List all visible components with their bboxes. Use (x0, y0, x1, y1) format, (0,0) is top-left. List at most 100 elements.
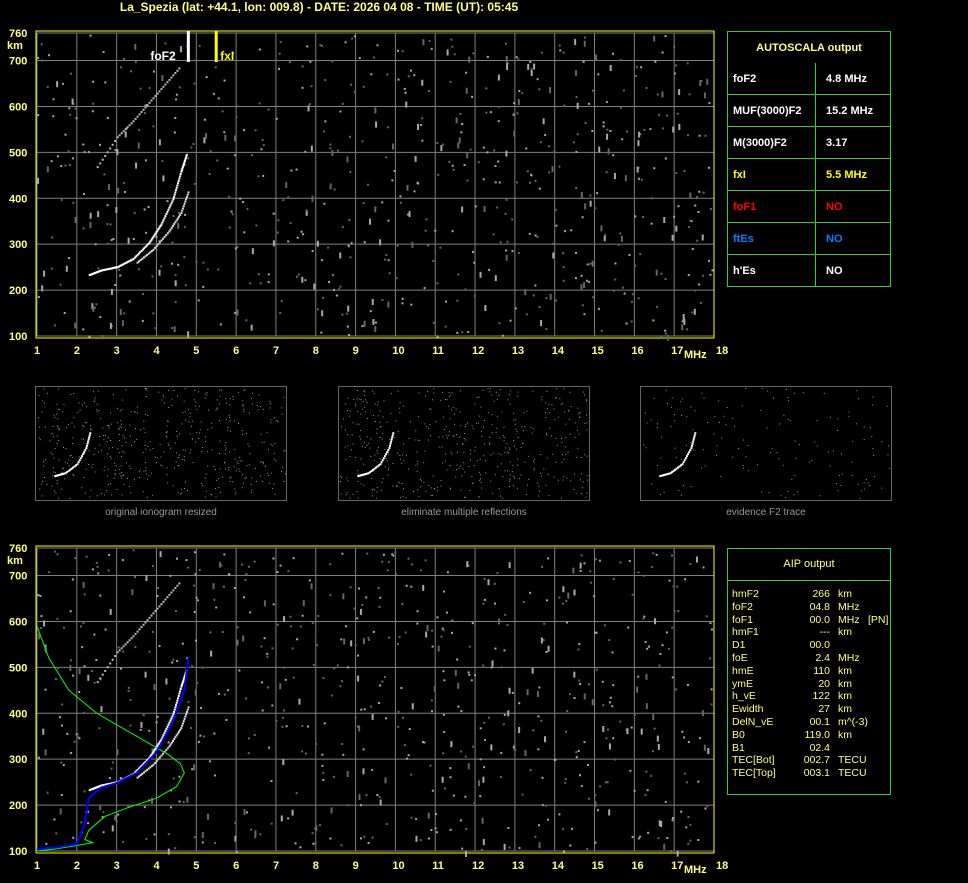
thumb-dot (458, 468, 460, 470)
noise-dot (397, 642, 400, 645)
thumb-dot (379, 458, 381, 460)
thumb-dot (103, 435, 105, 437)
noise-dot (122, 650, 125, 653)
thumb-dot (848, 411, 850, 413)
noise-dot (59, 808, 62, 815)
noise-dot (711, 628, 714, 631)
trace-point (183, 202, 186, 205)
trace-point (145, 244, 148, 247)
noise-dot (281, 725, 284, 728)
thumb-dot (98, 410, 100, 412)
noise-dot (472, 52, 475, 55)
noise-dot (67, 150, 70, 153)
thumb-dot (219, 440, 221, 442)
noise-dot (193, 182, 196, 185)
noise-dot (379, 684, 382, 687)
thumb-dot (148, 475, 150, 477)
noise-dot (216, 159, 219, 162)
thumb-dot (444, 460, 446, 462)
thumb-dot (192, 420, 194, 422)
thumb-dot (660, 494, 662, 496)
x-tick-label: 18 (716, 860, 728, 872)
thumb-dot (252, 392, 254, 394)
thumb-dot (881, 487, 883, 489)
thumb-dot (211, 494, 213, 496)
thumb-dot (432, 494, 434, 496)
noise-dot (612, 52, 615, 55)
noise-dot (292, 557, 295, 560)
trace-point (166, 747, 169, 750)
noise-dot (661, 127, 664, 130)
thumb-dot (123, 474, 125, 476)
thumb-dot (794, 475, 796, 477)
noise-dot (635, 66, 638, 69)
thumb-dot (794, 440, 796, 442)
noise-dot (275, 117, 278, 120)
thumb-dot (78, 402, 80, 404)
trace-point (690, 447, 693, 450)
thumb-dot (560, 403, 562, 405)
thumb-dot (205, 436, 207, 438)
thumb-dot (523, 430, 525, 432)
trace-point (159, 225, 162, 228)
noise-dot (302, 600, 305, 607)
thumb-dot (556, 444, 558, 446)
noise-dot (563, 850, 566, 853)
noise-dot (279, 564, 282, 567)
trace-point (144, 106, 147, 109)
trace-point (106, 268, 109, 271)
thumb-dot (531, 432, 533, 434)
noise-dot (573, 697, 576, 700)
noise-dot (348, 135, 351, 138)
noise-dot (597, 307, 600, 310)
noise-dot (91, 670, 94, 673)
noise-dot (479, 758, 482, 761)
noise-dot (152, 125, 155, 128)
noise-dot (506, 240, 509, 243)
noise-dot (595, 668, 598, 671)
trace-point (176, 584, 179, 587)
thumb-dot (555, 397, 557, 399)
noise-dot (471, 95, 474, 98)
thumb-dot (562, 454, 564, 456)
noise-dot (207, 813, 210, 820)
noise-dot (593, 595, 596, 598)
noise-dot (183, 164, 186, 167)
thumb-dot (449, 488, 451, 490)
noise-dot (666, 114, 669, 117)
thumb-dot (356, 423, 358, 425)
noise-dot (638, 131, 641, 138)
trace-point (147, 767, 150, 770)
noise-dot (132, 238, 135, 241)
x-tick-label: 2 (74, 345, 80, 357)
trace-point (132, 635, 135, 638)
thumb-dot (863, 426, 865, 428)
thumb-dot (81, 438, 83, 440)
thumb-dot (525, 494, 527, 496)
thumb-dot (791, 478, 793, 480)
noise-dot (268, 746, 271, 749)
noise-dot (504, 212, 507, 215)
thumb-dot (399, 412, 401, 414)
thumb-dot (251, 489, 253, 491)
noise-dot (702, 191, 705, 194)
noise-dot (419, 839, 422, 842)
noise-dot (42, 728, 45, 735)
noise-dot (217, 268, 220, 271)
trace-point (138, 775, 141, 778)
trace-point (692, 440, 695, 443)
thumb-dot (394, 436, 396, 438)
noise-dot (549, 87, 552, 94)
noise-dot (319, 44, 322, 47)
noise-dot (467, 763, 470, 770)
noise-dot (410, 303, 413, 306)
noise-dot (276, 623, 279, 626)
noise-dot (359, 608, 362, 615)
y-tick-label: 600 (9, 616, 27, 628)
thumb-dot (241, 474, 243, 476)
trace-point (149, 240, 152, 243)
x-tick-label: 17 (671, 345, 683, 357)
noise-dot (117, 187, 120, 194)
noise-dot (123, 57, 126, 60)
